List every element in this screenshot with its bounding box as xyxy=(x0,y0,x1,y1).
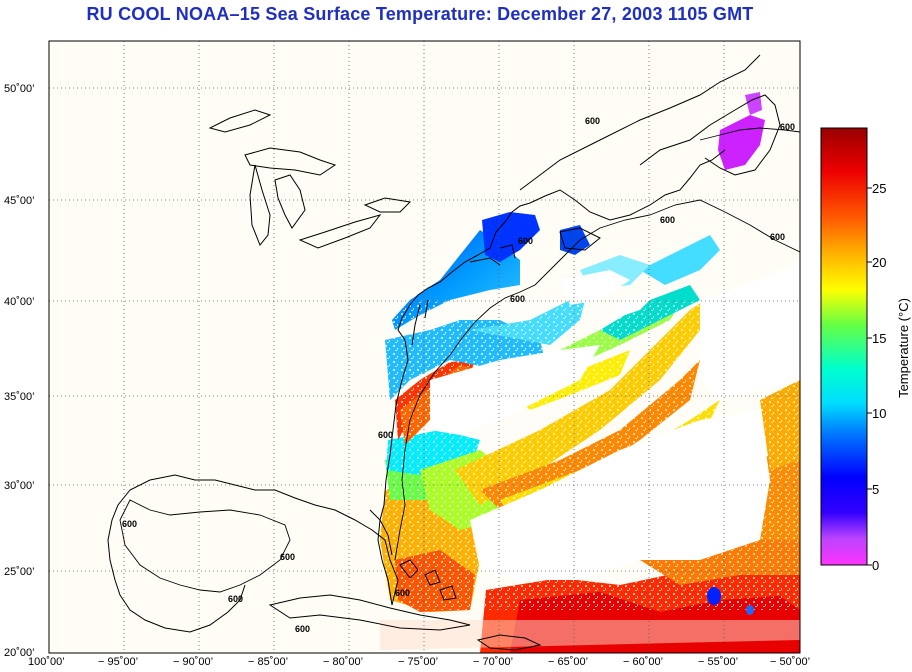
svg-text:600: 600 xyxy=(660,215,675,225)
lon-label: − 75˚00’ xyxy=(398,656,438,668)
contour-labels: 600 600 600 600 600 600 600 600 600 600 … xyxy=(122,116,795,634)
map-border xyxy=(48,40,801,654)
colorbar-tick-label: 15 xyxy=(872,331,886,346)
lat-label: 50˚00’ xyxy=(4,83,35,95)
coastline xyxy=(107,54,781,651)
svg-text:600: 600 xyxy=(295,624,310,634)
colorbar-gradient xyxy=(820,127,868,566)
sst-data-layer xyxy=(380,92,800,653)
lat-label: 25˚00’ xyxy=(4,566,35,578)
svg-text:600: 600 xyxy=(585,116,600,126)
svg-text:600: 600 xyxy=(378,430,393,440)
lon-label: − 65˚00’ xyxy=(548,656,588,668)
svg-text:600: 600 xyxy=(510,294,525,304)
lon-label: − 60˚00’ xyxy=(623,656,663,668)
longitude-labels: 100˚00’ − 95˚00’ − 90˚00’ − 85˚00’ − 80˚… xyxy=(28,656,810,668)
lat-label: 30˚00’ xyxy=(4,480,35,492)
svg-text:600: 600 xyxy=(780,122,795,132)
lon-label: − 80˚00’ xyxy=(323,656,363,668)
colorbar: 25 20 15 10 5 0 Temperature (°C) xyxy=(820,127,911,573)
colorbar-label: Temperature (°C) xyxy=(896,298,911,398)
colorbar-tick-label: 5 xyxy=(872,482,879,497)
lat-label: 40˚00’ xyxy=(4,296,35,308)
colorbar-tick-label: 0 xyxy=(872,558,879,573)
colorbar-tick-label: 20 xyxy=(872,255,886,270)
lon-label: − 85˚00’ xyxy=(248,656,288,668)
lon-label: − 55˚00’ xyxy=(698,656,738,668)
lon-label: 100˚00’ xyxy=(28,656,65,668)
colorbar-ticks xyxy=(867,187,872,566)
isobath-600 xyxy=(119,127,800,593)
colorbar-tick-label: 25 xyxy=(872,181,886,196)
lat-label: 45˚00’ xyxy=(4,195,35,207)
svg-text:600: 600 xyxy=(770,232,785,242)
colorbar-tick-label: 10 xyxy=(872,406,886,421)
lon-label: − 50˚00’ xyxy=(770,656,810,668)
lon-label: − 95˚00’ xyxy=(98,656,138,668)
lat-label: 20˚00’ xyxy=(4,647,35,659)
latitude-labels: 50˚00’ 45˚00’ 40˚00’ 35˚00’ 30˚00’ 25˚00… xyxy=(4,83,35,659)
svg-text:600: 600 xyxy=(122,519,137,529)
map-title: RU COOL NOAA–15 Sea Surface Temperature:… xyxy=(86,4,754,24)
lon-label: − 70˚00’ xyxy=(473,656,513,668)
lon-label: − 90˚00’ xyxy=(173,656,213,668)
svg-text:600: 600 xyxy=(395,588,410,598)
svg-text:600: 600 xyxy=(228,594,243,604)
svg-text:600: 600 xyxy=(280,552,295,562)
svg-text:600: 600 xyxy=(518,236,533,246)
lat-label: 35˚00’ xyxy=(4,391,35,403)
